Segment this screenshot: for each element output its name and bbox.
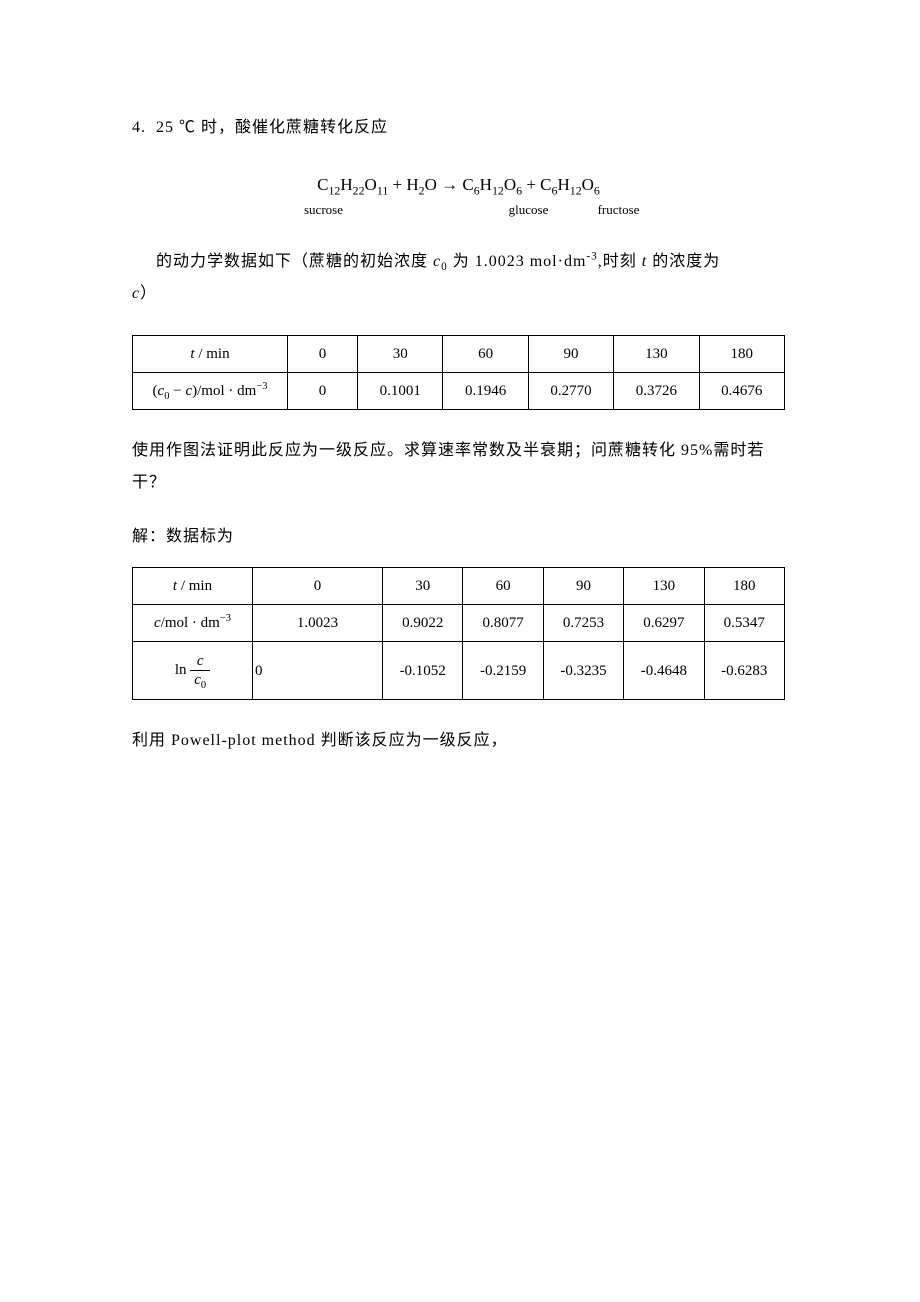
table-cell: 90: [543, 568, 623, 605]
table-header-c: c/mol · dm−3: [133, 605, 253, 642]
table-row: ln c c0 0 -0.1052 -0.2159 -0.3235 -0.464…: [133, 642, 785, 700]
table-cell: 1.0023: [253, 605, 383, 642]
table-cell: 0.1001: [358, 372, 443, 409]
table-cell: -0.1052: [383, 642, 463, 700]
kinetics-intro: 的动力学数据如下（蔗糖的初始浓度 c0 为 1.0023 mol·dm-3,时刻…: [132, 246, 785, 310]
table-cell: 0: [253, 642, 383, 700]
conclusion-text: 利用 Powell-plot method 判断该反应为一级反应，: [132, 725, 785, 757]
table-cell: 180: [699, 335, 784, 372]
table-header-ln: ln c c0: [133, 642, 253, 700]
problem-header: 4. 25 ℃ 时，酸催化蔗糖转化反应: [132, 115, 785, 141]
equation-labels: sucrose glucose fructose: [132, 200, 785, 221]
table-cell: 180: [704, 568, 784, 605]
table-cell: 30: [358, 335, 443, 372]
data-table-2: t / min 0 30 60 90 130 180 c/mol · dm−3 …: [132, 567, 785, 700]
table-cell: 130: [624, 568, 704, 605]
table-cell: 0.6297: [624, 605, 704, 642]
data-table-1: t / min 0 30 60 90 130 180 (c0 − c)/mol …: [132, 335, 785, 410]
table-cell: 0.2770: [528, 372, 613, 409]
table-row: (c0 − c)/mol · dm−3 0 0.1001 0.1946 0.27…: [133, 372, 785, 409]
table-cell: 0: [288, 372, 358, 409]
table-cell: 30: [383, 568, 463, 605]
label-sucrose: sucrose: [264, 200, 384, 221]
equation-main: C12H22O11 + H2O → C6H12O6 + C6H12O6: [132, 171, 785, 198]
table-row: t / min 0 30 60 90 130 180: [133, 568, 785, 605]
table-header-time: t / min: [133, 568, 253, 605]
label-glucose: glucose: [494, 200, 564, 221]
table-cell: 0: [253, 568, 383, 605]
equation-block: C12H22O11 + H2O → C6H12O6 + C6H12O6 sucr…: [132, 171, 785, 221]
table-cell: 60: [443, 335, 528, 372]
table-header-time: t / min: [133, 335, 288, 372]
table-cell: -0.3235: [543, 642, 623, 700]
problem-condition: 25 ℃ 时，酸催化蔗糖转化反应: [156, 119, 388, 136]
table-cell: 0.5347: [704, 605, 784, 642]
table-cell: 90: [528, 335, 613, 372]
question-text: 使用作图法证明此反应为一级反应。求算速率常数及半衰期；问蔗糖转化 95%需时若干…: [132, 435, 785, 499]
table-cell: 0.8077: [463, 605, 543, 642]
problem-number: 4.: [132, 119, 146, 136]
table-cell: 0.3726: [614, 372, 699, 409]
table-cell: 0.7253: [543, 605, 623, 642]
table-cell: 0.9022: [383, 605, 463, 642]
table-row: c/mol · dm−3 1.0023 0.9022 0.8077 0.7253…: [133, 605, 785, 642]
table-cell: -0.6283: [704, 642, 784, 700]
table-cell: -0.4648: [624, 642, 704, 700]
table-header-conc: (c0 − c)/mol · dm−3: [133, 372, 288, 409]
table-cell: 0: [288, 335, 358, 372]
table-cell: 60: [463, 568, 543, 605]
table-cell: 0.4676: [699, 372, 784, 409]
table-cell: 130: [614, 335, 699, 372]
table-cell: -0.2159: [463, 642, 543, 700]
solution-label: 解：数据标为: [132, 524, 785, 550]
table-row: t / min 0 30 60 90 130 180: [133, 335, 785, 372]
label-fructose: fructose: [584, 200, 654, 221]
table-cell: 0.1946: [443, 372, 528, 409]
